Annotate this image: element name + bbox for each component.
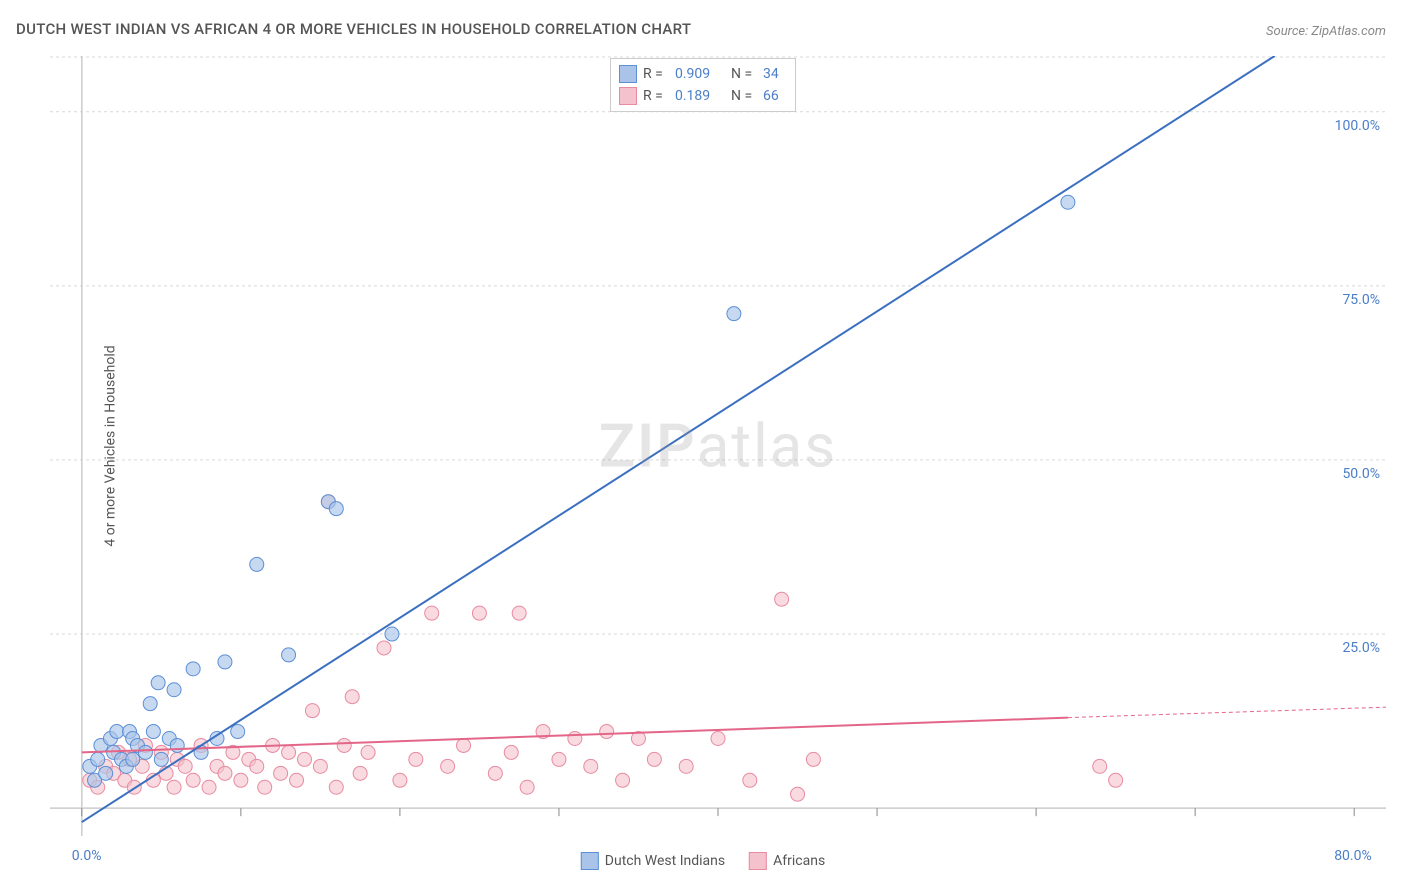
legend-item-dutch: Dutch West Indians [581, 852, 725, 870]
legend-r-value-dutch: 0.909 [675, 66, 725, 82]
y-tick-100: 100.0% [1335, 118, 1380, 134]
legend-item-african: Africans [749, 852, 825, 870]
legend-row-dutch: R = 0.909 N = 34 [619, 63, 787, 85]
y-tick-75: 75.0% [1342, 292, 1380, 308]
legend-swatch-african [619, 87, 637, 105]
chart-plot-area: ZIPatlas [50, 56, 1386, 836]
y-tick-25: 25.0% [1342, 640, 1380, 656]
legend-n-label: N = [731, 66, 757, 82]
legend-n-value-african: 66 [763, 88, 787, 104]
legend-swatch-dutch-icon [581, 852, 599, 870]
legend-n-value-dutch: 34 [763, 66, 787, 82]
legend-r-value-african: 0.189 [675, 88, 725, 104]
y-tick-50: 50.0% [1342, 466, 1380, 482]
legend-swatch-african-icon [749, 852, 767, 870]
legend-label-african: Africans [773, 853, 825, 869]
correlation-legend: R = 0.909 N = 34 R = 0.189 N = 66 [610, 58, 796, 112]
legend-n-label: N = [731, 88, 757, 104]
legend-row-african: R = 0.189 N = 66 [619, 85, 787, 107]
x-tick-0: 0.0% [72, 848, 102, 864]
scatter-plot-svg [50, 56, 1386, 836]
x-tick-80: 80.0% [1334, 848, 1372, 864]
chart-title: DUTCH WEST INDIAN VS AFRICAN 4 OR MORE V… [16, 20, 691, 38]
legend-r-label: R = [643, 66, 669, 82]
legend-r-label: R = [643, 88, 669, 104]
legend-swatch-dutch [619, 65, 637, 83]
legend-label-dutch: Dutch West Indians [605, 853, 725, 869]
source-attribution: Source: ZipAtlas.com [1266, 24, 1386, 39]
series-legend: Dutch West Indians Africans [581, 852, 825, 870]
